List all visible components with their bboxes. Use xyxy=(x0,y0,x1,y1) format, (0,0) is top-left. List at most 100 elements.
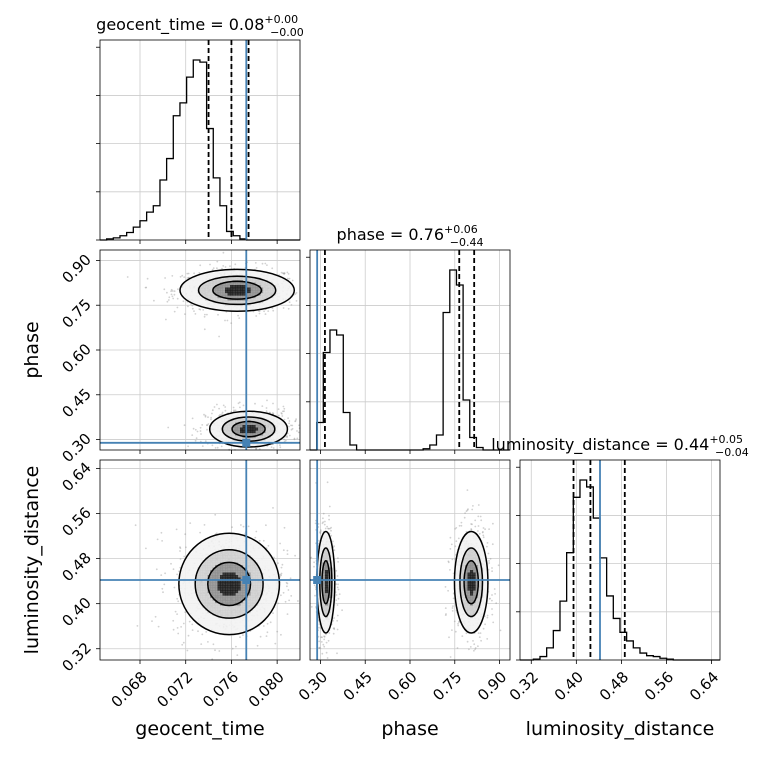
sample-point xyxy=(319,647,322,650)
density-cell xyxy=(197,562,201,566)
density-cell xyxy=(250,580,254,584)
density-cell xyxy=(275,580,279,584)
density-cell xyxy=(230,432,234,436)
density-cell xyxy=(212,600,216,604)
density-cell xyxy=(275,427,279,431)
density-cell xyxy=(185,607,189,611)
density-cell xyxy=(227,417,231,421)
density-cell xyxy=(275,300,279,304)
density-cell xyxy=(222,552,226,556)
density-cell xyxy=(202,575,206,579)
sample-point xyxy=(239,406,241,409)
density-cell xyxy=(255,592,259,596)
sample-point xyxy=(210,416,213,419)
density-cell xyxy=(267,277,271,281)
density-cell xyxy=(260,565,264,569)
density-cell xyxy=(255,620,259,624)
density-cell xyxy=(250,422,254,426)
sample-point xyxy=(171,295,174,298)
density-cell xyxy=(257,572,261,576)
sample-point xyxy=(337,583,339,586)
density-cell xyxy=(217,580,221,584)
sample-point xyxy=(263,310,265,313)
sample-point xyxy=(234,263,237,266)
density-cell xyxy=(182,567,186,571)
density-cell xyxy=(225,550,229,554)
density-cell xyxy=(225,617,229,621)
density-cell xyxy=(267,425,271,429)
density-cell xyxy=(252,277,256,281)
density-cell xyxy=(210,615,214,619)
sample-point xyxy=(165,318,167,321)
density-cell xyxy=(210,275,214,279)
density-cell xyxy=(247,430,251,434)
sample-point xyxy=(206,424,208,427)
sample-point xyxy=(173,290,176,293)
density-cell xyxy=(215,602,219,606)
density-cell xyxy=(210,585,214,589)
sample-point xyxy=(214,447,217,449)
density-cell xyxy=(212,557,216,561)
density-cell xyxy=(252,617,256,621)
density-cell xyxy=(280,427,284,431)
density-cell xyxy=(227,575,231,579)
density-cell xyxy=(222,420,226,424)
density-cell xyxy=(250,600,254,604)
density-cell xyxy=(212,615,216,619)
density-cell xyxy=(215,290,219,294)
density-cell xyxy=(272,597,276,601)
density-cell xyxy=(235,270,239,274)
density-cell xyxy=(215,285,219,289)
sample-point xyxy=(328,518,330,521)
density-cell xyxy=(240,587,244,591)
density-cell xyxy=(187,555,191,559)
sample-point xyxy=(199,430,202,432)
density-cell xyxy=(252,592,256,596)
density-cell xyxy=(220,557,224,561)
density-cell xyxy=(257,590,261,594)
sample-point xyxy=(318,640,320,643)
density-cell xyxy=(235,285,239,289)
density-cell xyxy=(220,605,224,609)
sample-point xyxy=(280,572,283,575)
density-cell xyxy=(222,550,226,554)
density-cell xyxy=(230,422,234,426)
density-cell xyxy=(232,540,236,544)
density-cell xyxy=(270,292,274,296)
sample-point xyxy=(200,433,202,435)
density-cell xyxy=(187,602,191,606)
density-cell xyxy=(207,557,211,561)
density-cell xyxy=(270,425,274,429)
density-cell xyxy=(235,550,239,554)
density-cell xyxy=(252,430,256,434)
density-cell xyxy=(215,582,219,586)
sample-point xyxy=(267,544,270,547)
density-cell xyxy=(202,545,206,549)
density-cell xyxy=(212,620,216,624)
density-cell xyxy=(200,542,204,546)
hist-panel-luminosity_distance: luminosity_distance = 0.44+0.05 −0.04 xyxy=(491,433,749,661)
density-cell xyxy=(252,570,256,574)
density-cell xyxy=(250,287,254,291)
density-cell xyxy=(232,535,236,539)
density-cell xyxy=(275,292,279,296)
sample-point xyxy=(330,526,332,529)
density-cell xyxy=(222,437,226,441)
density-cell xyxy=(182,600,186,604)
density-cell xyxy=(182,570,186,574)
density-cell xyxy=(255,577,259,581)
density-cell xyxy=(267,427,271,431)
density-cell xyxy=(220,582,224,586)
density-cell xyxy=(260,612,264,616)
density-cell xyxy=(212,275,216,279)
density-cell xyxy=(227,600,231,604)
density-cell xyxy=(205,580,209,584)
density-cell xyxy=(227,567,231,571)
density-cell xyxy=(267,587,271,591)
density-cell xyxy=(262,562,266,566)
sample-point xyxy=(291,279,294,282)
density-cell xyxy=(282,430,286,434)
density-cell xyxy=(222,417,226,421)
density-cell xyxy=(270,300,274,304)
density-cell xyxy=(205,290,209,294)
